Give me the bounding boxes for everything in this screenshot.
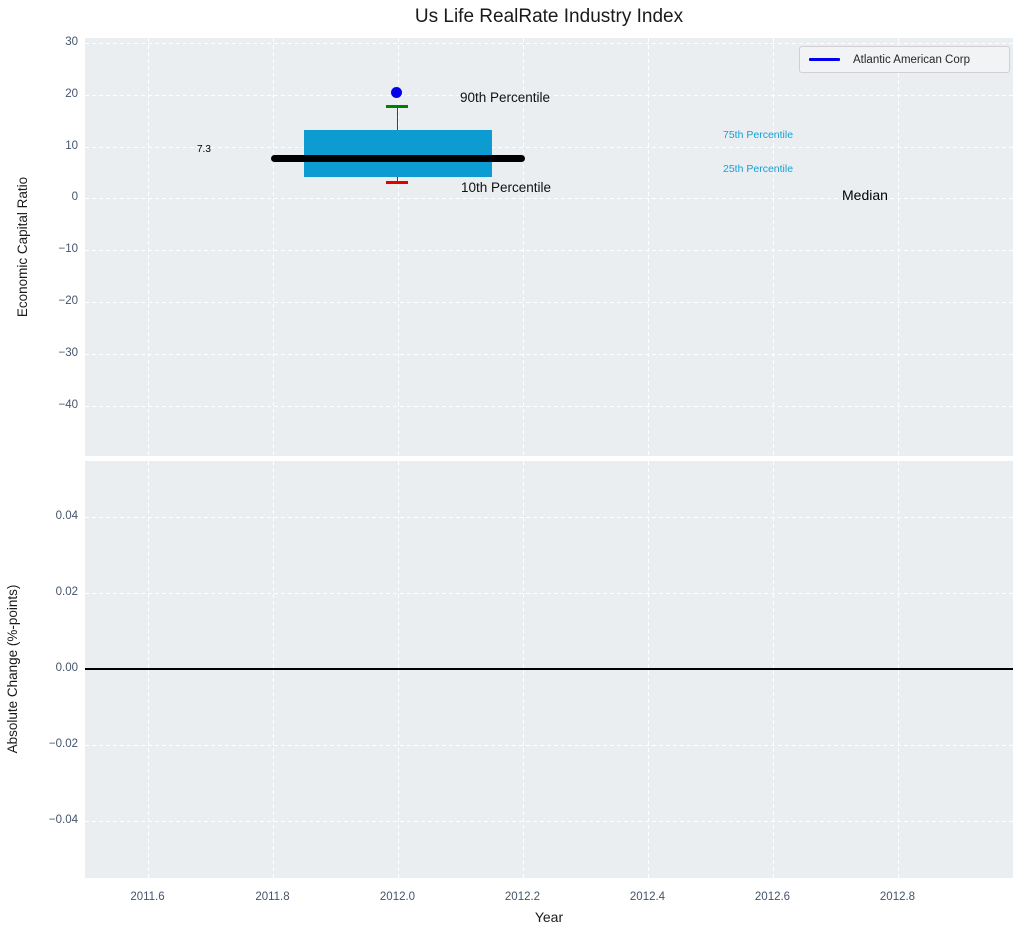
- xtick: 2012.4: [629, 891, 666, 903]
- p90-label: 90th Percentile: [460, 90, 551, 105]
- grid-line: [147, 38, 149, 456]
- ytick-top: 30: [65, 36, 78, 48]
- grid-line: [85, 405, 1013, 407]
- ytick-top: −30: [58, 347, 78, 359]
- median-label: Median: [842, 187, 888, 203]
- grid-line: [772, 38, 774, 456]
- xlabel: Year: [534, 909, 564, 925]
- top-ylabel: Economic Capital Ratio: [15, 176, 30, 318]
- grid-line: [85, 745, 1013, 746]
- grid-line: [85, 94, 1013, 96]
- ytick-top: 10: [65, 139, 78, 152]
- legend-label: Atlantic American Corp: [853, 53, 970, 66]
- median-line: [271, 155, 525, 162]
- ytick-bottom: 0.00: [55, 662, 78, 674]
- ytick-bottom: −0.04: [48, 814, 78, 826]
- legend-line-swatch: [809, 58, 840, 61]
- grid-line: [85, 198, 1013, 200]
- ytick-top: −40: [58, 399, 78, 411]
- ytick-top: −20: [58, 295, 78, 307]
- p25-label: 25th Percentile: [723, 162, 794, 175]
- xtick: 2012.6: [754, 891, 791, 903]
- median-value-label: 7.3: [197, 144, 211, 155]
- ytick-top: 20: [65, 88, 78, 100]
- grid-line: [85, 302, 1013, 304]
- legend: Atlantic American Corp: [799, 46, 1010, 73]
- ytick-bottom: 0.04: [55, 510, 78, 522]
- grid-line: [85, 146, 1013, 148]
- bottom-ylabel: Absolute Change (%-points): [5, 584, 20, 754]
- ytick-bottom: −0.02: [48, 738, 78, 750]
- grid-line: [897, 38, 899, 456]
- grid-line: [397, 38, 399, 456]
- grid-line: [522, 38, 524, 456]
- p10-label: 10th Percentile: [461, 180, 552, 195]
- p75-label: 75th Percentile: [723, 129, 794, 141]
- grid-line: [85, 821, 1013, 822]
- grid-line: [85, 42, 1013, 44]
- zero-line: [85, 668, 1013, 670]
- grid-line: [85, 593, 1013, 594]
- xtick: 2011.6: [130, 891, 165, 903]
- bottom-plot-area: [85, 461, 1013, 878]
- p90-cap: [386, 104, 408, 108]
- grid-line: [85, 250, 1013, 252]
- ytick-top: −10: [58, 243, 78, 256]
- grid-line: [85, 354, 1013, 355]
- percentile-box: [304, 129, 492, 177]
- grid-line: [272, 38, 274, 456]
- top-plot-area: 7.3 90th Percentile 10th Percentile 75th…: [85, 38, 1013, 456]
- ytick-bottom: 0.02: [55, 586, 78, 598]
- company-point: [391, 87, 402, 98]
- xtick: 2011.8: [255, 891, 290, 903]
- xtick: 2012.2: [504, 891, 541, 903]
- ytick-top: 0: [71, 191, 78, 204]
- xtick: 2012.8: [879, 891, 916, 903]
- xtick: 2012.0: [379, 891, 416, 903]
- grid-line: [647, 38, 649, 456]
- p10-cap: [386, 180, 408, 184]
- chart-title: Us Life RealRate Industry Index: [414, 6, 684, 27]
- grid-line: [85, 517, 1013, 518]
